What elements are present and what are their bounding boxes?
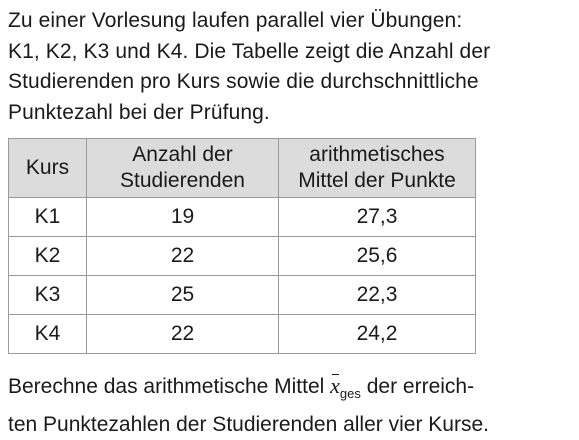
cell-anzahl: 22 <box>87 237 279 276</box>
mean-symbol: x <box>330 371 340 402</box>
intro-line: Zu einer Vorlesung laufen parallel vier … <box>8 6 576 37</box>
cell-anzahl: 25 <box>87 276 279 315</box>
table-row: K1 19 27,3 <box>9 198 476 237</box>
cell-kurs: K2 <box>9 237 87 276</box>
cell-anzahl: 19 <box>87 198 279 237</box>
header-kurs-label: Kurs <box>26 156 69 179</box>
cell-mittel: 27,3 <box>279 198 476 237</box>
cell-mittel: 24,2 <box>279 315 476 354</box>
table-body: K1 19 27,3 K2 22 25,6 K3 25 22,3 K4 22 2… <box>9 198 476 354</box>
mean-symbol-subscript: ges <box>340 386 361 401</box>
intro-line: K1, K2, K3 und K4. Die Tabelle zeigt die… <box>8 37 576 68</box>
table-row: K3 25 22,3 <box>9 276 476 315</box>
header-row: Kurs Anzahl der Studierenden arithmetisc… <box>9 139 476 198</box>
task-line-2: ten Punktezahlen der Studierenden aller … <box>8 410 578 440</box>
cell-mittel: 22,3 <box>279 276 476 315</box>
header-kurs: Kurs <box>9 139 87 198</box>
cell-anzahl: 22 <box>87 315 279 354</box>
intro-line: Studierenden pro Kurs sowie die durchsch… <box>8 67 576 98</box>
header-mittel: arithmetisches Mittel der Punkte <box>279 139 476 198</box>
cell-kurs: K4 <box>9 315 87 354</box>
course-table: Kurs Anzahl der Studierenden arithmetisc… <box>8 138 476 354</box>
intro-line: Punktezahl bei der Prüfung. <box>8 98 576 129</box>
header-anzahl-line: Anzahl der <box>87 142 278 168</box>
task-text: Berechne das arithmetische Mittel xges d… <box>8 371 578 440</box>
task-line-1: Berechne das arithmetische Mittel xges d… <box>8 371 578 410</box>
table-header: Kurs Anzahl der Studierenden arithmetisc… <box>9 139 476 198</box>
header-mittel-line: arithmetisches <box>279 142 475 168</box>
cell-kurs: K1 <box>9 198 87 237</box>
intro-text: Zu einer Vorlesung laufen parallel vier … <box>8 6 576 128</box>
cell-kurs: K3 <box>9 276 87 315</box>
header-anzahl: Anzahl der Studierenden <box>87 139 279 198</box>
header-mittel-line: Mittel der Punkte <box>279 168 475 194</box>
table-row: K2 22 25,6 <box>9 237 476 276</box>
header-anzahl-line: Studierenden <box>87 168 278 194</box>
table-row: K4 22 24,2 <box>9 315 476 354</box>
task-text-after: der erreich- <box>361 375 474 398</box>
cell-mittel: 25,6 <box>279 237 476 276</box>
task-text-before: Berechne das arithmetische Mittel <box>8 375 330 398</box>
